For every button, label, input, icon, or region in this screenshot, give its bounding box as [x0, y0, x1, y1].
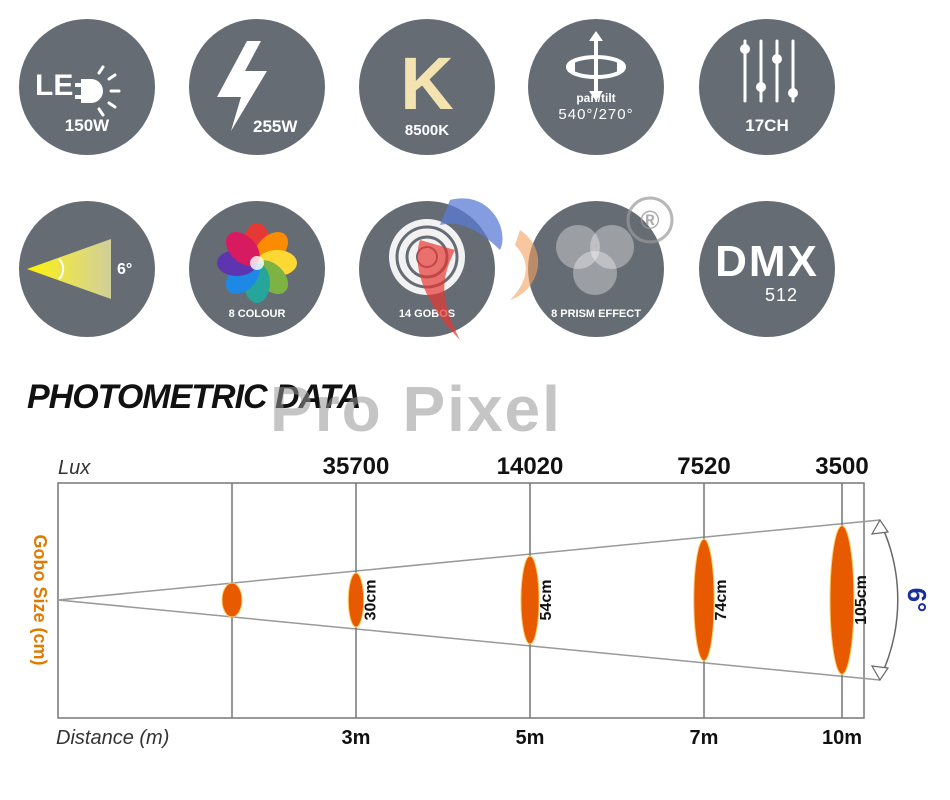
prism-circles-icon	[556, 225, 634, 295]
beam-angle-label: 6°	[117, 261, 133, 278]
pan-tilt-label: pan/tilt	[576, 91, 616, 105]
lux-value: 35700	[323, 453, 390, 480]
pan-tilt-arrows-icon	[566, 31, 626, 101]
lux-value: 14020	[497, 453, 564, 480]
beam-angle-value: 6°	[902, 588, 932, 613]
pan-tilt-range: 540°/270°	[558, 106, 634, 123]
color-wheel-icon	[217, 223, 297, 303]
photometric-title: PHOTOMETRIC DATA	[27, 378, 361, 416]
distance-value: 10m	[822, 727, 862, 749]
chart-marks: 35700 3m 30cm 14020 5m 54cm 7520 7m 74cm 3500 10m 1…	[323, 453, 870, 749]
led-power-label: 150W	[64, 116, 110, 135]
colour-badge: 8 COLOUR	[189, 201, 325, 337]
dmx-badge: DMX 512	[699, 201, 835, 337]
colour-label: 8 COLOUR	[228, 308, 286, 320]
prism-label: 8 PRISM EFFECT	[551, 308, 641, 320]
prism-badge: 8 PRISM EFFECT	[528, 201, 664, 337]
svg-text:LE: LE	[35, 69, 73, 102]
dmx-universe-label: 512	[765, 285, 799, 305]
dmx-label: DMX	[715, 237, 819, 286]
lux-axis-label: Lux	[58, 457, 91, 479]
color-temperature-label: 8500K	[404, 122, 450, 139]
gobo-spot	[347, 572, 365, 628]
gobo-spot	[693, 538, 715, 662]
kelvin-letter-icon: K	[400, 42, 454, 125]
gobo-size-value: 54cm	[538, 580, 555, 621]
distance-value: 3m	[342, 727, 371, 749]
distance-value: 7m	[690, 727, 719, 749]
channels-badge: 17CH	[699, 19, 835, 155]
gobo-size-value: 74cm	[713, 580, 730, 621]
power-consumption-badge: 255W	[189, 19, 325, 155]
led-bulb-icon: LE	[35, 65, 121, 117]
angle-arrow-top	[870, 518, 890, 535]
lightning-icon	[217, 41, 267, 131]
beam-angle-icon	[27, 239, 111, 299]
distance-axis-label: Distance (m)	[56, 727, 169, 749]
distance-value: 5m	[516, 727, 545, 749]
watermark-logo: ®	[417, 196, 674, 340]
channels-label: 17CH	[745, 116, 789, 135]
angle-arc	[879, 521, 899, 679]
photometric-chart: Lux Distance (m) Gobo Size (cm) 357003m3…	[30, 453, 932, 749]
chart-frame	[57, 482, 865, 719]
power-consumption-label: 255W	[253, 117, 298, 136]
registered-mark: ®	[640, 205, 659, 235]
lux-value: 3500	[815, 453, 868, 480]
gobo-size-value: 105cm	[853, 575, 870, 625]
pan-tilt-badge: pan/tilt 540°/270°	[528, 19, 664, 155]
gobo-size-axis-label: Gobo Size (cm)	[30, 534, 50, 665]
beam-angle-badge: 6°	[19, 201, 155, 337]
angle-arrow-bottom	[870, 665, 890, 682]
faders-icon	[740, 39, 798, 103]
gobo-spot	[829, 525, 855, 675]
beam-lower-edge	[57, 599, 881, 681]
beam-upper-edge	[57, 519, 881, 601]
watermark-text: Pro Pixel	[270, 373, 562, 445]
lux-value: 7520	[677, 453, 730, 480]
gobo-size-value: 30cm	[363, 580, 380, 621]
color-temperature-badge: K 8500K	[359, 19, 495, 155]
led-power-badge: LE 150W	[19, 19, 155, 155]
gobo-spot	[520, 555, 540, 645]
reference-spot	[221, 582, 243, 618]
